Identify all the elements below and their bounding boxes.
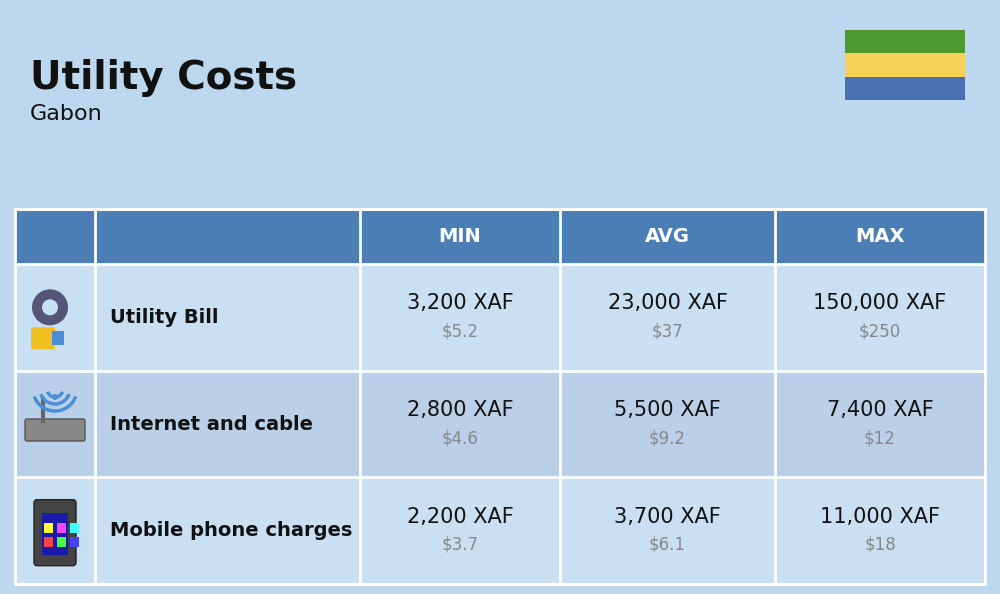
Bar — [845, 77, 965, 100]
Bar — [44, 523, 53, 533]
Text: $5.2: $5.2 — [442, 323, 479, 340]
Text: $3.7: $3.7 — [442, 536, 479, 554]
Text: $4.6: $4.6 — [442, 429, 478, 447]
Text: 150,000 XAF: 150,000 XAF — [813, 293, 947, 313]
Bar — [57, 523, 66, 533]
Circle shape — [52, 394, 58, 400]
Text: $37: $37 — [652, 323, 683, 340]
Circle shape — [42, 299, 58, 315]
Text: 23,000 XAF: 23,000 XAF — [608, 293, 728, 313]
FancyBboxPatch shape — [25, 419, 85, 441]
Text: $250: $250 — [859, 323, 901, 340]
Text: 7,400 XAF: 7,400 XAF — [827, 400, 933, 420]
Text: $18: $18 — [864, 536, 896, 554]
Text: MIN: MIN — [439, 227, 481, 246]
Bar — [845, 30, 965, 53]
Circle shape — [32, 289, 68, 326]
Text: AVG: AVG — [645, 227, 690, 246]
FancyBboxPatch shape — [34, 500, 76, 565]
Text: 3,200 XAF: 3,200 XAF — [407, 293, 513, 313]
Text: 2,200 XAF: 2,200 XAF — [407, 507, 513, 527]
Bar — [44, 536, 53, 546]
Bar — [15, 209, 360, 264]
Text: MAX: MAX — [855, 227, 905, 246]
Text: $9.2: $9.2 — [649, 429, 686, 447]
Bar — [15, 264, 985, 371]
Text: Mobile phone charges: Mobile phone charges — [110, 521, 352, 540]
Bar — [70, 536, 79, 546]
Text: Utility Bill: Utility Bill — [110, 308, 218, 327]
Text: 3,700 XAF: 3,700 XAF — [614, 507, 721, 527]
Text: 11,000 XAF: 11,000 XAF — [820, 507, 940, 527]
Text: 2,800 XAF: 2,800 XAF — [407, 400, 513, 420]
Text: 5,500 XAF: 5,500 XAF — [614, 400, 721, 420]
Text: $12: $12 — [864, 429, 896, 447]
Text: Gabon: Gabon — [30, 104, 103, 124]
Text: Internet and cable: Internet and cable — [110, 415, 313, 434]
Bar — [52, 331, 64, 345]
Bar — [15, 371, 985, 478]
Bar — [845, 53, 965, 77]
FancyBboxPatch shape — [31, 327, 55, 349]
Bar — [57, 536, 66, 546]
Bar — [70, 523, 79, 533]
Text: Utility Costs: Utility Costs — [30, 59, 297, 97]
Text: $6.1: $6.1 — [649, 536, 686, 554]
Bar — [15, 478, 985, 584]
Bar — [42, 513, 68, 555]
Bar — [15, 209, 985, 264]
